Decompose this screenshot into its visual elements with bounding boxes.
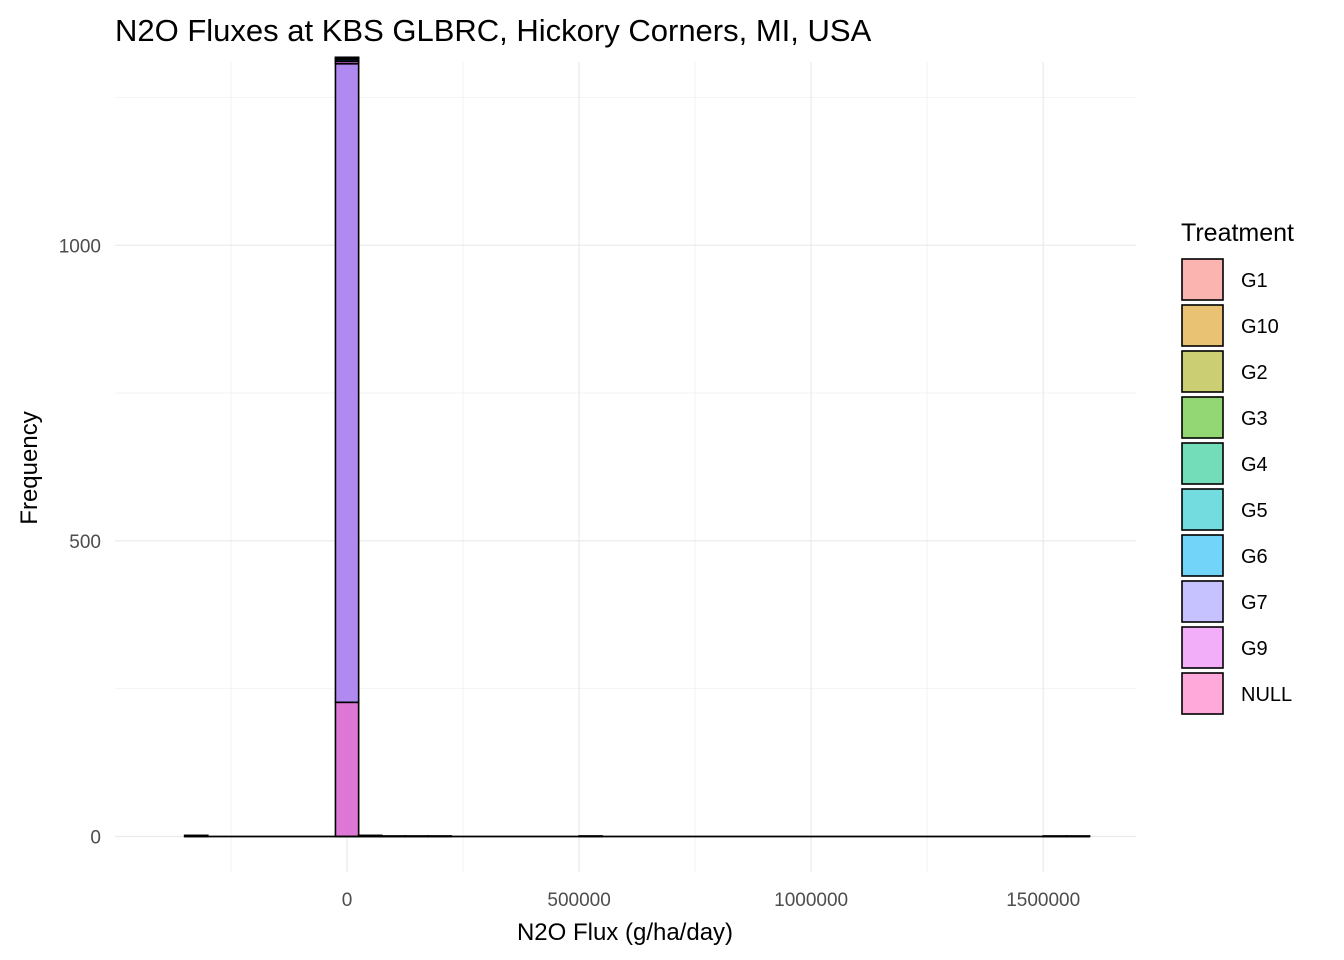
x-tick-label: 0 (342, 890, 353, 911)
bars (183, 56, 1091, 838)
legend-key (1181, 488, 1224, 531)
x-tick-label: 500000 (547, 890, 610, 911)
legend-key (1181, 534, 1224, 577)
legend-key (1181, 672, 1224, 715)
x-tick-label: 1000000 (774, 890, 848, 911)
legend-label: G3 (1241, 408, 1268, 430)
legend-label: G10 (1241, 316, 1279, 338)
legend-label: G6 (1241, 546, 1268, 568)
legend-key (1181, 442, 1224, 485)
legend-key (1181, 580, 1224, 623)
y-tick-label: 0 (90, 828, 101, 849)
y-axis-ticks: 0 500 1000 (59, 236, 101, 848)
legend-title: Treatment (1181, 219, 1294, 247)
grid (115, 62, 1136, 872)
legend-label: G4 (1241, 454, 1268, 476)
y-tick-label: 1000 (59, 236, 101, 257)
legend-label: G9 (1241, 638, 1268, 660)
legend-label: G1 (1241, 270, 1268, 292)
x-axis-title: N2O Flux (g/ha/day) (517, 919, 733, 946)
x-tick-label: 1500000 (1006, 890, 1080, 911)
legend-key (1181, 304, 1224, 347)
legend-label: NULL (1241, 684, 1292, 706)
histogram-bar-segment (334, 62, 360, 704)
legend-key (1181, 350, 1224, 393)
y-tick-label: 500 (69, 532, 101, 553)
legend: Treatment G1 G10 G2 G3 G4 G5 G6 G7 G9 NULL (1181, 219, 1294, 715)
legend-key (1181, 258, 1224, 301)
histogram-bar-segment (334, 56, 360, 60)
chart-title: N2O Fluxes at KBS GLBRC, Hickory Corners… (115, 13, 872, 48)
legend-key (1181, 396, 1224, 439)
legend-label: G7 (1241, 592, 1268, 614)
legend-label: G5 (1241, 500, 1268, 522)
histogram-bar-segment (334, 701, 360, 838)
legend-key (1181, 626, 1224, 669)
y-axis-title: Frequency (16, 411, 43, 524)
x-axis-ticks: 0 500000 1000000 1500000 (342, 890, 1080, 911)
legend-label: G2 (1241, 362, 1268, 384)
